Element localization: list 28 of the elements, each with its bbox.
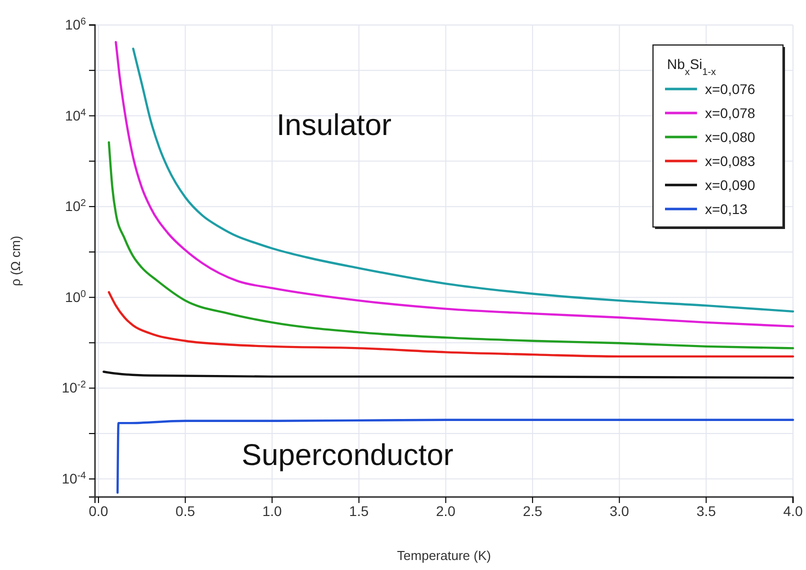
legend-label: x=0,13 <box>705 200 748 217</box>
legend-title: Nb$_{x}$Si$_{1-x}$ <box>667 56 716 78</box>
x-tick-label: 0.0 <box>88 502 108 519</box>
x-tick-label: 2.0 <box>436 502 456 519</box>
line-series <box>108 291 794 358</box>
y-tick-label: 10$^{6}$ <box>64 16 87 32</box>
y-tick-label: 10$^{-2}$ <box>62 379 86 396</box>
annotation: Superconductor <box>242 439 454 472</box>
x-tick-label: 3.5 <box>696 502 716 519</box>
y-axis-title: ρ (Ω cm) <box>8 236 23 286</box>
x-axis-title: Temperature (K) <box>397 548 491 563</box>
annotation: Insulator <box>276 109 392 142</box>
x-tick-label: 2.5 <box>522 502 542 519</box>
legend-label: x=0,078 <box>705 104 756 121</box>
x-tick-label: 4.0 <box>783 502 803 519</box>
y-tick-label: 10$^{4}$ <box>64 106 87 124</box>
x-tick-label: 1.5 <box>349 502 369 519</box>
line-series <box>116 418 794 494</box>
x-tick-label: 1.0 <box>262 502 282 519</box>
legend-label: x=0,076 <box>705 80 756 97</box>
legend-label: x=0,090 <box>705 176 756 193</box>
x-tick-label: 0.5 <box>176 502 196 519</box>
y-tick-label: 10$^{2}$ <box>64 198 86 214</box>
legend-label: x=0,080 <box>705 128 756 145</box>
y-tick-label: 10$^{0}$ <box>64 288 87 305</box>
x-tick-label: 3.0 <box>610 502 630 519</box>
legend-label: x=0,083 <box>705 152 756 169</box>
y-tick-label: 10$^{-4}$ <box>62 470 87 486</box>
